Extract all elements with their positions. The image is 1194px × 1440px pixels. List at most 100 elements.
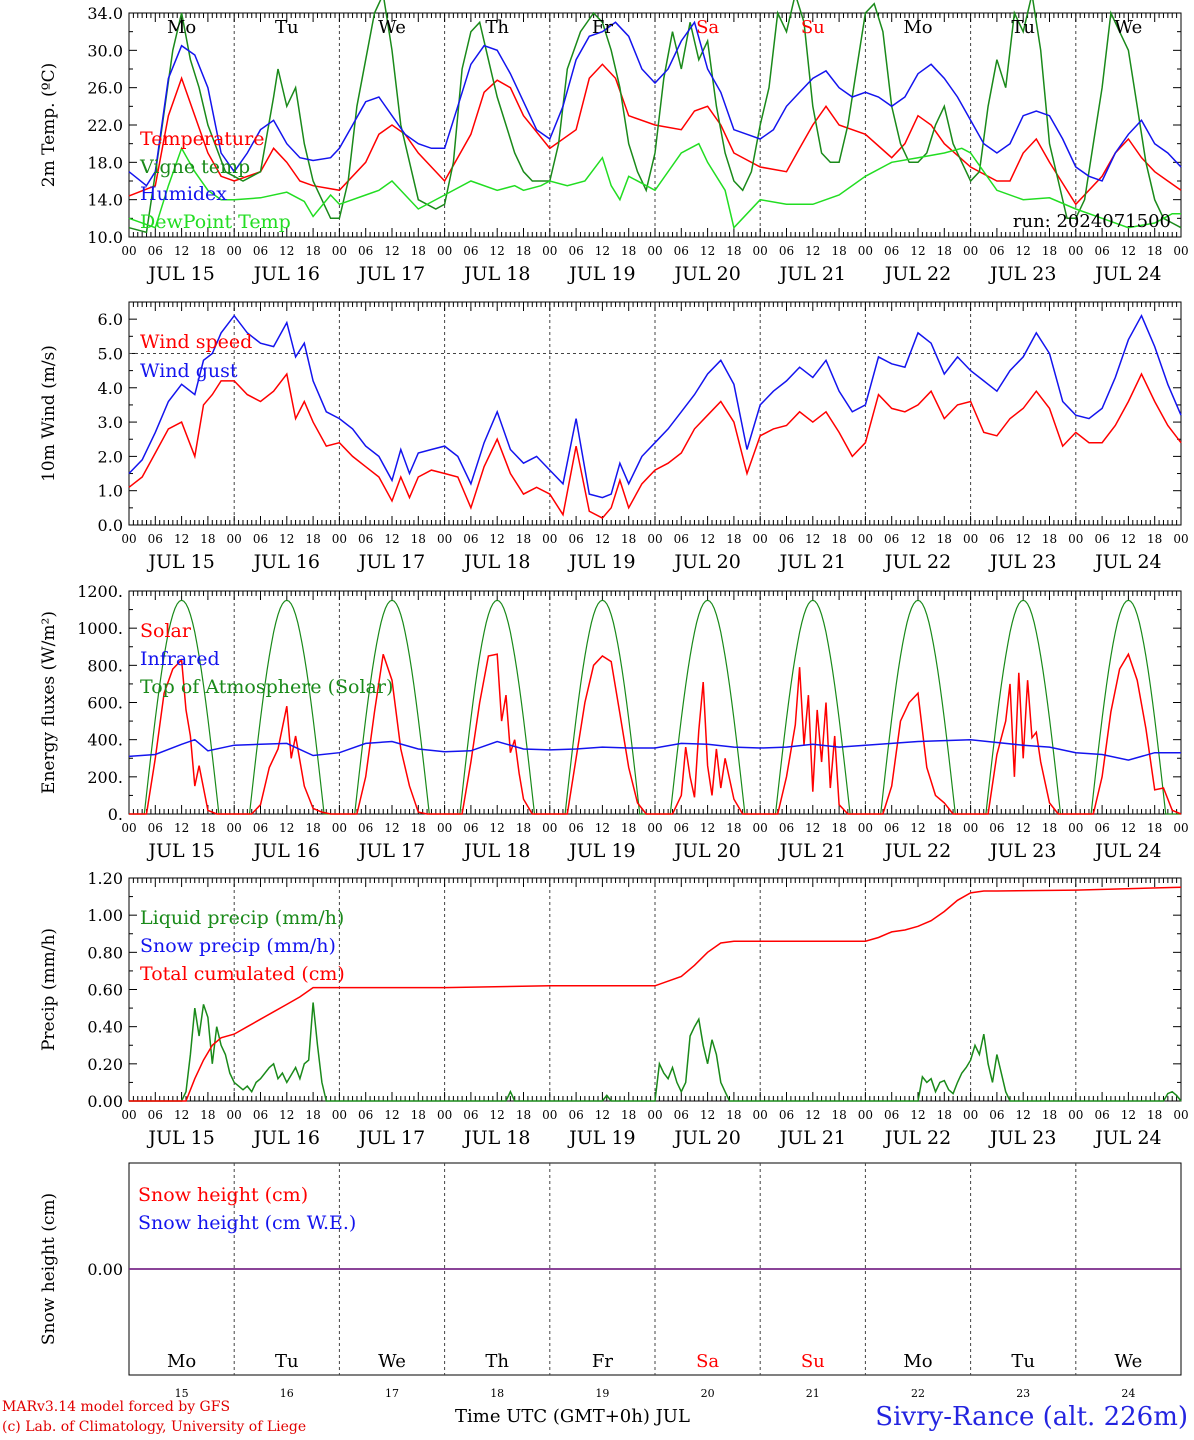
y-tick-label: 1.0	[98, 482, 123, 501]
hour-tick-label: 18	[831, 821, 846, 835]
legend-entry: Snow height (cm)	[138, 1184, 308, 1206]
date-label: JUL 17	[357, 263, 425, 285]
y-tick-label: 3.0	[98, 413, 123, 432]
hour-tick-label: 18	[1042, 821, 1057, 835]
hour-tick-label: 06	[148, 1108, 163, 1122]
hour-tick-label: 12	[279, 244, 294, 258]
date-label: JUL 17	[357, 1127, 425, 1149]
day-number: 24	[1121, 1387, 1135, 1400]
hour-tick-label: 00	[753, 532, 768, 546]
hour-tick-label: 18	[1147, 532, 1162, 546]
hour-tick-label: 00	[647, 532, 662, 546]
hour-tick-label: 00	[121, 532, 136, 546]
hour-tick-label: 00	[858, 532, 873, 546]
hour-tick-label: 18	[621, 1108, 636, 1122]
y-tick-label: 0.60	[87, 981, 123, 1000]
date-label: JUL 19	[567, 1127, 635, 1149]
hour-tick-label: 06	[884, 821, 899, 835]
hour-tick-label: 06	[463, 1108, 478, 1122]
hour-tick-label: 18	[411, 244, 426, 258]
hour-tick-label: 18	[831, 244, 846, 258]
y-axis-label: Energy fluxes (W/m²)	[39, 611, 59, 794]
y-tick-label: 0.20	[87, 1055, 123, 1074]
hour-tick-label: 12	[1016, 821, 1031, 835]
hour-tick-label: 00	[332, 821, 347, 835]
y-tick-label: 1.00	[87, 906, 123, 925]
hour-tick-label: 06	[884, 244, 899, 258]
legend-entry: Infrared	[140, 648, 220, 670]
hour-tick-label: 18	[831, 532, 846, 546]
hour-tick-label: 18	[200, 532, 215, 546]
hour-tick-label: 18	[937, 1108, 952, 1122]
date-label: JUL 24	[1093, 840, 1161, 862]
y-axis-label: 2m Temp. (ºC)	[39, 63, 59, 188]
day-name: Mo	[903, 1351, 932, 1372]
date-label: JUL 20	[672, 551, 740, 573]
hour-tick-label: 12	[174, 1108, 189, 1122]
day-name: We	[378, 17, 406, 38]
hour-tick-label: 18	[937, 821, 952, 835]
date-label: JUL 20	[672, 840, 740, 862]
panel-precip: 00 06 12 18 JUL 15 00 06 12 18 JUL 16 00 06 12 18 JUL …	[39, 869, 1189, 1149]
series-vigne-temp	[128, 0, 1182, 234]
hour-tick-label: 18	[305, 1108, 320, 1122]
hour-tick-label: 12	[805, 821, 820, 835]
y-tick-label: 600.	[87, 694, 123, 713]
hour-tick-label: 06	[884, 532, 899, 546]
hour-tick-label: 18	[937, 532, 952, 546]
hour-tick-label: 06	[989, 1108, 1004, 1122]
y-tick-label: 5.0	[98, 344, 123, 363]
date-label: JUL 20	[672, 263, 740, 285]
panel-temperature: 00 06 12 18 JUL 15 00 06 12 18 JUL 16 00 06 12 18 JUL …	[39, 0, 1189, 285]
series-wind-gust	[128, 313, 1182, 499]
y-tick-label: 800.	[87, 656, 123, 675]
hour-tick-label: 00	[542, 532, 557, 546]
hour-tick-label: 00	[1173, 821, 1188, 835]
hour-tick-label: 12	[1121, 532, 1136, 546]
hour-tick-label: 06	[358, 821, 373, 835]
date-label: JUL 18	[462, 551, 530, 573]
hour-tick-label: 00	[437, 532, 452, 546]
hour-tick-label: 00	[753, 821, 768, 835]
hour-tick-label: 00	[1173, 1108, 1188, 1122]
day-number: 22	[911, 1387, 925, 1400]
hour-tick-label: 00	[227, 532, 242, 546]
hour-tick-label: 12	[910, 244, 925, 258]
y-tick-label: 0.00	[87, 1260, 123, 1279]
hour-tick-label: 12	[1016, 1108, 1031, 1122]
date-label: JUL 24	[1093, 263, 1161, 285]
y-tick-label: 2.0	[98, 447, 123, 466]
day-name: Mo	[167, 17, 196, 38]
hour-tick-label: 12	[700, 821, 715, 835]
date-label: JUL 17	[357, 551, 425, 573]
hour-tick-label: 06	[989, 244, 1004, 258]
hour-tick-label: 00	[121, 821, 136, 835]
hour-tick-label: 00	[1068, 1108, 1083, 1122]
hour-tick-label: 18	[1042, 244, 1057, 258]
day-number: 20	[701, 1387, 715, 1400]
hour-tick-label: 00	[227, 244, 242, 258]
hour-tick-label: 06	[674, 821, 689, 835]
lab-credit: (c) Lab. of Climatology, University of L…	[2, 1419, 307, 1435]
hour-tick-label: 18	[1042, 532, 1057, 546]
hour-tick-label: 00	[227, 1108, 242, 1122]
y-tick-label: 22.0	[87, 116, 123, 135]
hour-tick-label: 12	[490, 244, 505, 258]
y-tick-label: 1200.	[77, 582, 123, 601]
date-label: JUL 18	[462, 263, 530, 285]
x-axis-title: Time UTC (GMT+0h) JUL	[455, 1406, 690, 1427]
day-name: Sa	[696, 1351, 719, 1372]
series-dewpoint-temp	[128, 142, 1181, 230]
hour-tick-label: 00	[121, 244, 136, 258]
hour-tick-label: 06	[779, 1108, 794, 1122]
legend-entry: DewPoint Temp	[140, 211, 291, 233]
y-tick-label: 1.20	[87, 869, 123, 888]
hour-tick-label: 06	[779, 244, 794, 258]
hour-tick-label: 00	[963, 532, 978, 546]
hour-tick-label: 06	[148, 244, 163, 258]
hour-tick-label: 18	[1147, 1108, 1162, 1122]
hour-tick-label: 00	[1068, 244, 1083, 258]
hour-tick-label: 00	[332, 244, 347, 258]
date-label: JUL 23	[988, 840, 1056, 862]
hour-tick-label: 06	[253, 532, 268, 546]
